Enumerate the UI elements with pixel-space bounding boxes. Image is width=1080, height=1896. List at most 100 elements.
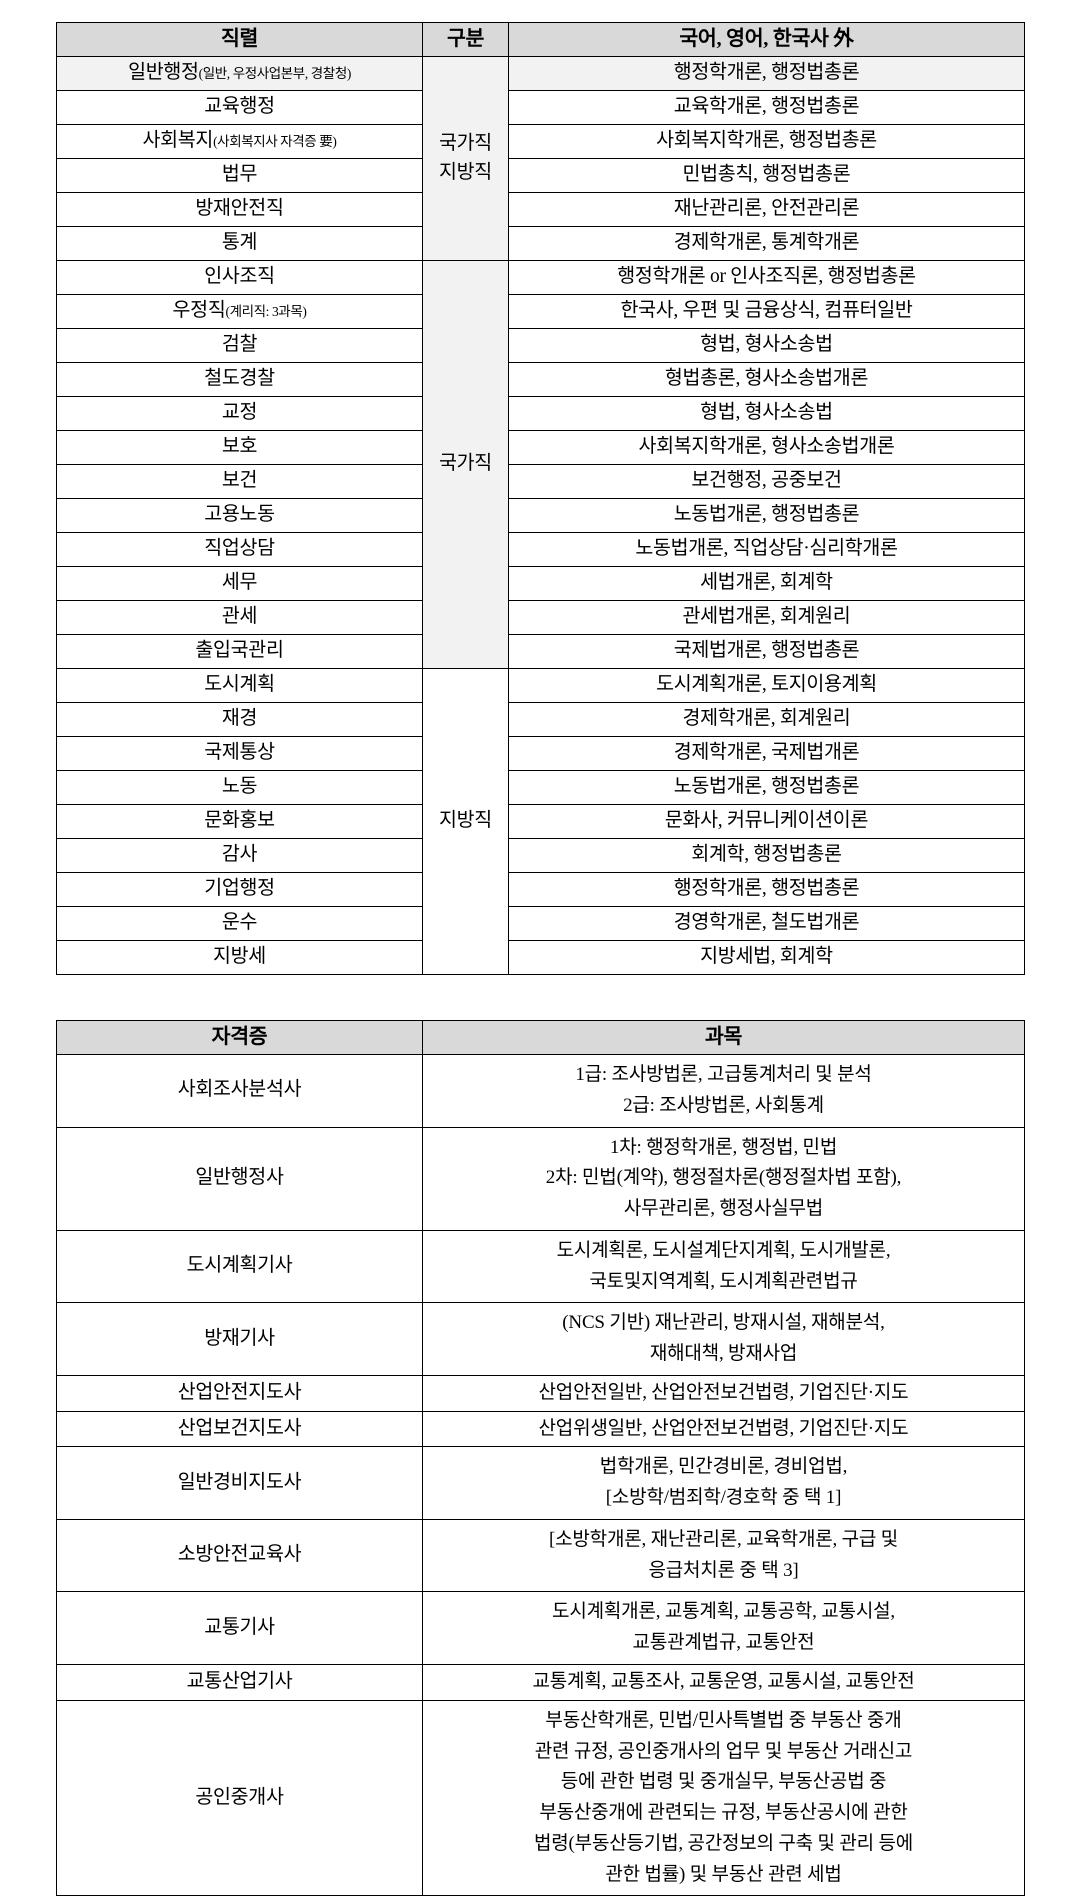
subjects-cell: 회계학, 행정법총론 xyxy=(508,838,1025,873)
jikryeol-label: 검찰 xyxy=(221,334,258,356)
jikryeol-label: 지방세 xyxy=(213,946,266,968)
table-row: 고용노동 노동법개론, 행정법총론 xyxy=(56,498,1025,533)
jikryeol-label: 직업상담 xyxy=(204,538,275,560)
jikryeol-cell: 관세 xyxy=(56,600,423,635)
jikryeol-cell: 기업행정 xyxy=(56,872,423,907)
jikryeol-cell: 문화홍보 xyxy=(56,804,423,839)
jikryeol-note: (계리직: 3과목) xyxy=(225,304,307,320)
table2-header: 자격증 과목 xyxy=(56,1020,1025,1055)
subjects-cell: 형법, 형사소송법 xyxy=(508,396,1025,431)
table1-body: 일반행정(일반, 우정사업본부, 경찰청) 국가직 지방직 행정학개론, 행정법총론 교… xyxy=(56,56,1025,975)
subjects-cell: 형법총론, 형사소송법개론 xyxy=(508,362,1025,397)
subjects-cell: 사회복지학개론, 행정법총론 xyxy=(508,124,1025,159)
subjects-cell: 행정학개론, 행정법총론 xyxy=(508,56,1025,91)
subjects-cell: 행정학개론, 행정법총론 xyxy=(508,872,1025,907)
jikryeol-cell: 철도경찰 xyxy=(56,362,423,397)
table-row: 산업보건지도사 산업위생일반, 산업안전보건법령, 기업진단·지도 xyxy=(56,1410,1025,1448)
jikryeol-subjects-table: 직렬 구분 국어, 영어, 한국사 外 일반행정(일반, 우정사업본부, 경찰청… xyxy=(56,22,1025,975)
table-row: 사회조사분석사 1급: 조사방법론, 고급통계처리 및 분석 2급: 조사방법론, … xyxy=(56,1054,1025,1128)
table-row: 통계 경제학개론, 통계학개론 xyxy=(56,226,1025,261)
subject-line: 법학개론, 민간경비론, 경비업법, xyxy=(599,1456,848,1478)
table-row: 교정 형법, 형사소송법 xyxy=(56,396,1025,431)
subject-line: 교통관계법규, 교통안전 xyxy=(632,1632,815,1654)
jikryeol-cell: 도시계획 xyxy=(56,668,423,703)
subject-line: 도시계획개론, 교통계획, 교통공학, 교통시설, xyxy=(552,1601,895,1623)
subjects-cell: 경영학개론, 철도법개론 xyxy=(508,906,1025,941)
jikryeol-cell: 국제통상 xyxy=(56,736,423,771)
subject-line: 부동산중개에 관련되는 규정, 부동산공시에 관한 xyxy=(539,1802,908,1824)
jikryeol-label: 문화홍보 xyxy=(204,810,275,832)
jikryeol-label: 운수 xyxy=(221,912,258,934)
jikryeol-cell: 세무 xyxy=(56,566,423,601)
subject-line: 2차: 민법(계약), 행정절차론(행정절차법 포함), xyxy=(545,1167,902,1189)
certificate-subjects-cell: 산업위생일반, 산업안전보건법령, 기업진단·지도 xyxy=(422,1410,1025,1448)
subjects-cell: 한국사, 우편 및 금융상식, 컴퓨터일반 xyxy=(508,294,1025,329)
subjects-cell: 재난관리론, 안전관리론 xyxy=(508,192,1025,227)
table-row: 교통기사 도시계획개론, 교통계획, 교통공학, 교통시설, 교통관계법규, 교통안… xyxy=(56,1591,1025,1666)
jikryeol-label: 인사조직 xyxy=(204,266,275,288)
subject-line: 도시계획론, 도시설계단지계획, 도시개발론, xyxy=(556,1239,891,1261)
jikryeol-cell: 검찰 xyxy=(56,328,423,363)
certificate-subjects-cell: 도시계획개론, 교통계획, 교통공학, 교통시설, 교통관계법규, 교통안전 xyxy=(422,1591,1025,1666)
jikryeol-label: 노동 xyxy=(221,776,258,798)
subjects-cell: 노동법개론, 행정법총론 xyxy=(508,770,1025,805)
table-row: 보건 보건행정, 공중보건 xyxy=(56,464,1025,499)
table-row: 감사 회계학, 행정법총론 xyxy=(56,838,1025,873)
table-row: 산업안전지도사 산업안전일반, 산업안전보건법령, 기업진단·지도 xyxy=(56,1374,1025,1412)
certificate-subjects-table: 자격증 과목 사회조사분석사 1급: 조사방법론, 고급통계처리 및 분석 2급: … xyxy=(56,1020,1025,1896)
table1-header: 직렬 구분 국어, 영어, 한국사 外 xyxy=(56,22,1025,57)
jikryeol-label: 재경 xyxy=(221,708,258,730)
jikryeol-label: 법무 xyxy=(221,164,258,186)
table-row: 검찰 형법, 형사소송법 xyxy=(56,328,1025,363)
jikryeol-cell: 일반행정(일반, 우정사업본부, 경찰청) xyxy=(56,56,423,91)
jikryeol-label: 감사 xyxy=(221,844,258,866)
jikryeol-label: 보호 xyxy=(221,436,258,458)
subjects-cell: 지방세법, 회계학 xyxy=(508,940,1025,975)
subjects-cell: 노동법개론, 직업상담·심리학개론 xyxy=(508,532,1025,567)
jikryeol-cell: 인사조직 xyxy=(56,260,423,295)
certificate-name-cell: 소방안전교육사 xyxy=(56,1518,423,1593)
certificate-subjects-cell: [소방학개론, 재난관리론, 교육학개론, 구급 및 응급처치론 중 택 3] xyxy=(422,1518,1025,1593)
jikryeol-cell: 운수 xyxy=(56,906,423,941)
gubun-label: 국가직 xyxy=(439,133,492,155)
table1-header-gubun: 구분 xyxy=(422,22,509,57)
table-row: 도시계획기사 도시계획론, 도시설계단지계획, 도시개발론, 국토및지역계획, 도시… xyxy=(56,1229,1025,1304)
gubun-cell: 지방직 xyxy=(422,668,509,975)
subjects-cell: 경제학개론, 회계원리 xyxy=(508,702,1025,737)
jikryeol-cell: 직업상담 xyxy=(56,532,423,567)
table-row: 교육행정 교육학개론, 행정법총론 xyxy=(56,90,1025,125)
table2-header-row: 자격증 과목 xyxy=(56,1020,1025,1055)
gubun-label: 지방직 xyxy=(439,810,492,832)
subject-line: 등에 관한 법령 및 중개실무, 부동산공법 중 xyxy=(560,1771,887,1793)
certificate-name-cell: 사회조사분석사 xyxy=(56,1054,423,1128)
jikryeol-label: 고용노동 xyxy=(204,504,275,526)
table-row: 직업상담 노동법개론, 직업상담·심리학개론 xyxy=(56,532,1025,567)
subjects-cell: 관세법개론, 회계원리 xyxy=(508,600,1025,635)
jikryeol-cell: 고용노동 xyxy=(56,498,423,533)
certificate-subjects-cell: (NCS 기반) 재난관리, 방재시설, 재해분석, 재해대책, 방재사업 xyxy=(422,1302,1025,1376)
subject-line: 국토및지역계획, 도시계획관련법규 xyxy=(589,1270,858,1292)
subject-line: 교통계획, 교통조사, 교통운영, 교통시설, 교통안전 xyxy=(532,1671,915,1693)
table-row: 우정직(계리직: 3과목) 한국사, 우편 및 금융상식, 컴퓨터일반 xyxy=(56,294,1025,329)
certificate-subjects-cell: 1급: 조사방법론, 고급통계처리 및 분석 2급: 조사방법론, 사회통계 xyxy=(422,1054,1025,1128)
table1-header-jikryeol: 직렬 xyxy=(56,22,423,57)
jikryeol-cell: 재경 xyxy=(56,702,423,737)
jikryeol-cell: 출입국관리 xyxy=(56,634,423,669)
table-row: 법무 민법총칙, 행정법총론 xyxy=(56,158,1025,193)
jikryeol-cell: 우정직(계리직: 3과목) xyxy=(56,294,423,329)
document-page: 직렬 구분 국어, 영어, 한국사 外 일반행정(일반, 우정사업본부, 경찰청… xyxy=(56,22,1025,1896)
subject-line: 관한 법률) 및 부동산 관련 세법 xyxy=(605,1863,842,1885)
table-row: 방재기사 (NCS 기반) 재난관리, 방재시설, 재해분석, 재해대책, 방재사업 xyxy=(56,1302,1025,1376)
table-row: 도시계획 지방직 도시계획개론, 토지이용계획 xyxy=(56,668,1025,975)
jikryeol-label: 통계 xyxy=(221,232,258,254)
certificate-subjects-cell: 도시계획론, 도시설계단지계획, 도시개발론, 국토및지역계획, 도시계획관련법규 xyxy=(422,1229,1025,1304)
table-row: 세무 세법개론, 회계학 xyxy=(56,566,1025,601)
subject-line: 1급: 조사방법론, 고급통계처리 및 분석 xyxy=(575,1064,872,1085)
certificate-name-cell: 일반행정사 xyxy=(56,1126,423,1231)
certificate-name-cell: 공인중개사 xyxy=(56,1699,423,1896)
jikryeol-cell: 보호 xyxy=(56,430,423,465)
jikryeol-note: (일반, 우정사업본부, 경찰청) xyxy=(198,66,352,82)
subject-line: 2급: 조사방법론, 사회통계 xyxy=(623,1094,824,1116)
certificate-name-cell: 일반경비지도사 xyxy=(56,1446,423,1520)
subjects-cell: 교육학개론, 행정법총론 xyxy=(508,90,1025,125)
